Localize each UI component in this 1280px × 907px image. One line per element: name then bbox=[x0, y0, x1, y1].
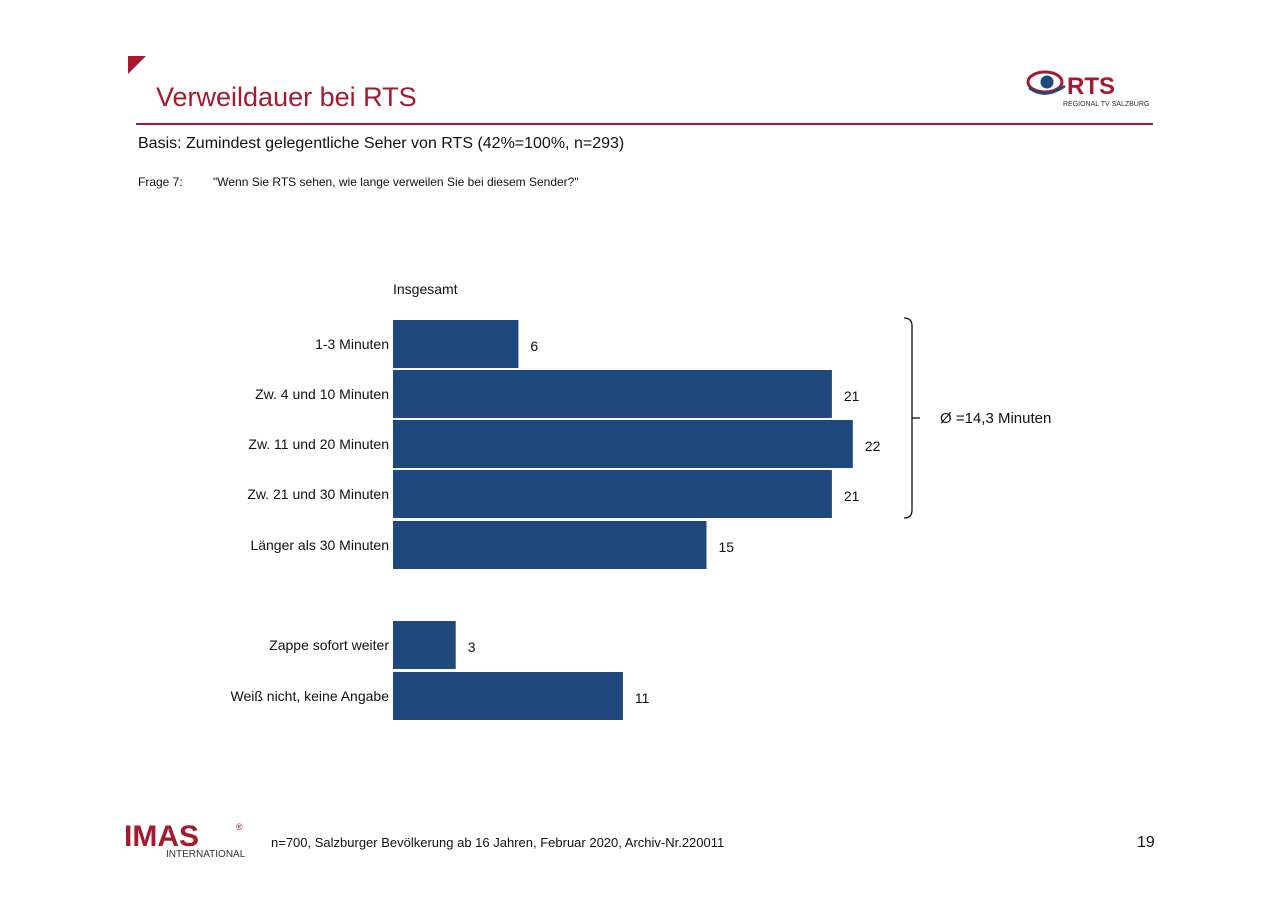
page-number: 19 bbox=[1137, 834, 1155, 851]
bar-7 bbox=[393, 672, 623, 720]
bar-1 bbox=[393, 320, 519, 368]
header-rule bbox=[136, 123, 1153, 125]
data-label: 21 bbox=[844, 388, 860, 404]
bar-5 bbox=[393, 521, 707, 569]
bar-3 bbox=[393, 420, 853, 468]
category-label: Zappe sofort weiter bbox=[269, 637, 389, 653]
rts-logo: RTS REGIONAL TV SALZBURG bbox=[1026, 70, 1149, 108]
category-label: Länger als 30 Minuten bbox=[250, 537, 389, 553]
category-label: Zw. 21 und 30 Minuten bbox=[247, 486, 389, 502]
basis-text: Basis: Zumindest gelegentliche Seher von… bbox=[138, 135, 625, 152]
question-label: Frage 7: bbox=[138, 175, 183, 189]
category-label: Zw. 4 und 10 Minuten bbox=[255, 386, 389, 402]
data-label: 6 bbox=[530, 338, 538, 354]
series-label: Insgesamt bbox=[393, 281, 458, 297]
imas-reg-mark: ® bbox=[236, 822, 243, 832]
category-label: 1-3 Minuten bbox=[315, 336, 389, 352]
imas-logo-subtitle: INTERNATIONAL bbox=[166, 849, 246, 860]
bar-4 bbox=[393, 470, 832, 518]
imas-logo-text: IMAS bbox=[124, 820, 199, 853]
page-title: Verweildauer bei RTS bbox=[156, 82, 417, 112]
imas-logo: IMAS ® INTERNATIONAL bbox=[124, 820, 246, 860]
corner-triangle bbox=[128, 56, 146, 74]
data-label: 21 bbox=[844, 488, 860, 504]
category-label: Zw. 11 und 20 Minuten bbox=[248, 436, 389, 452]
category-label: Weiß nicht, keine Angabe bbox=[230, 688, 389, 704]
bar-6 bbox=[393, 621, 456, 669]
rts-eye-outline bbox=[1026, 70, 1064, 94]
data-label: 3 bbox=[468, 639, 476, 655]
average-annotation: Ø =14,3 Minuten bbox=[940, 410, 1051, 427]
data-label: 11 bbox=[635, 690, 650, 706]
rts-logo-subtitle: REGIONAL TV SALZBURG bbox=[1063, 101, 1149, 108]
bracket bbox=[903, 317, 913, 519]
question-text: "Wenn Sie RTS sehen, wie lange verweilen… bbox=[213, 175, 579, 189]
rts-eye-swoosh bbox=[1028, 84, 1066, 95]
data-label: 15 bbox=[719, 539, 735, 555]
rts-eye-pupil bbox=[1040, 75, 1054, 89]
rts-logo-text: RTS bbox=[1067, 73, 1115, 100]
data-label: 22 bbox=[865, 438, 881, 454]
bar-2 bbox=[393, 370, 832, 418]
footer-note: n=700, Salzburger Bevölkerung ab 16 Jahr… bbox=[271, 835, 725, 850]
